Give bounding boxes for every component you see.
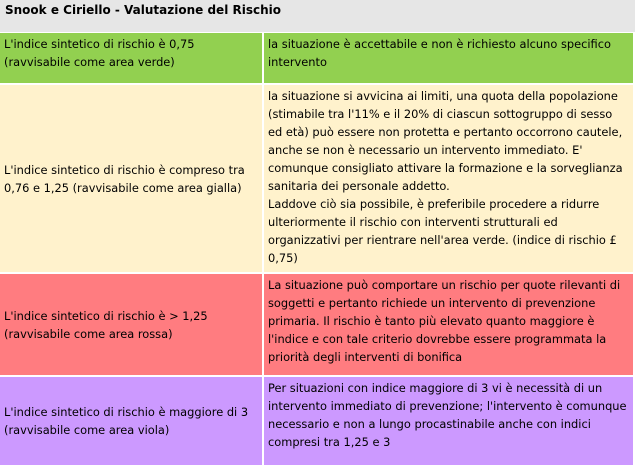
description-cell: la situazione si avvicina ai limiti, una…: [264, 85, 633, 272]
table-row-green: L'indice sintetico di rischio è 0,75 (ra…: [0, 33, 633, 83]
risk-table: L'indice sintetico di rischio è 0,75 (ra…: [0, 31, 635, 467]
table-row-yellow: L'indice sintetico di rischio è compreso…: [0, 85, 633, 272]
description-cell: la situazione è accettabile e non è rich…: [264, 33, 633, 83]
condition-cell: L'indice sintetico di rischio è compreso…: [0, 85, 262, 272]
table-title: Snook e Ciriello - Valutazione del Risch…: [0, 0, 635, 32]
description-paragraph: la situazione si avvicina ai limiti, una…: [268, 89, 623, 193]
description-cell: Per situazioni con indice maggiore di 3 …: [264, 377, 633, 465]
condition-cell: L'indice sintetico di rischio è maggiore…: [0, 377, 262, 465]
condition-cell: L'indice sintetico di rischio è 0,75 (ra…: [0, 33, 262, 83]
table-row-red: L'indice sintetico di rischio è > 1,25 (…: [0, 274, 633, 375]
description-cell: La situazione può comportare un rischio …: [264, 274, 633, 375]
table-row-purple: L'indice sintetico di rischio è maggiore…: [0, 377, 633, 465]
description-paragraph: Laddove ciò sia possibile, è preferibile…: [268, 197, 617, 265]
condition-cell: L'indice sintetico di rischio è > 1,25 (…: [0, 274, 262, 375]
